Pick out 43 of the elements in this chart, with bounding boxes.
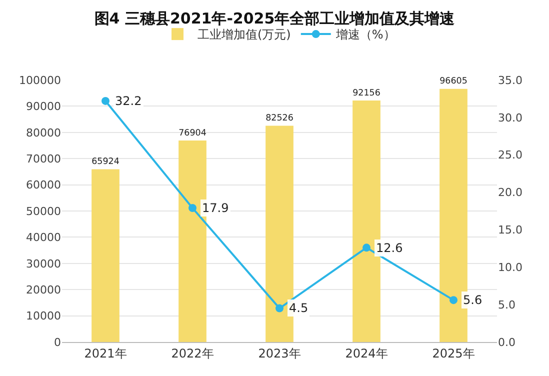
point bbox=[450, 296, 458, 304]
data-label: 5.6 bbox=[463, 293, 482, 307]
point bbox=[102, 96, 110, 105]
data-label: 82526 bbox=[266, 114, 294, 124]
legend-label: 工业增加值(万元) bbox=[198, 28, 291, 42]
data-label: 4.5 bbox=[289, 301, 308, 315]
point bbox=[362, 244, 370, 252]
y2-tick-label: 20.0 bbox=[498, 186, 522, 200]
bar bbox=[92, 169, 120, 342]
x-tick-label: 2022年 bbox=[171, 346, 214, 360]
point bbox=[276, 304, 284, 312]
y-tick-label: 80000 bbox=[26, 126, 61, 140]
y2-tick-label: 15.0 bbox=[498, 224, 522, 237]
data-label: 32.2 bbox=[115, 94, 142, 108]
y2-tick-label: 25.0 bbox=[498, 148, 522, 162]
point bbox=[188, 204, 196, 212]
x-tick-label: 2024年 bbox=[345, 346, 388, 360]
data-label: 17.9 bbox=[202, 201, 229, 215]
x-tick-label: 2021年 bbox=[84, 346, 127, 360]
y-tick-label: 90000 bbox=[26, 100, 61, 114]
y-tick-label: 50000 bbox=[26, 204, 61, 218]
data-label: 96605 bbox=[440, 76, 468, 87]
y-tick-label: 100000 bbox=[19, 74, 61, 87]
y2-tick-label: 10.0 bbox=[498, 260, 522, 274]
data-label: 12.6 bbox=[376, 241, 403, 255]
y2-tick-label: 35.0 bbox=[498, 74, 522, 87]
x-tick-label: 2023年 bbox=[258, 346, 301, 360]
data-label: 92156 bbox=[352, 88, 380, 98]
y-tick-label: 60000 bbox=[26, 178, 61, 192]
legend-label: 增速（%） bbox=[334, 28, 396, 42]
data-label: 65924 bbox=[92, 157, 120, 168]
y2-tick-label: 0.0 bbox=[498, 336, 516, 349]
chart-title: 图4 三穗县2021年-2025年全部工业增加值及其增速 bbox=[94, 10, 456, 28]
y2-tick-label: 5.0 bbox=[498, 298, 516, 312]
y-tick-label: 10000 bbox=[26, 310, 61, 323]
y-tick-label: 70000 bbox=[26, 152, 61, 166]
y-tick-label: 30000 bbox=[26, 257, 61, 270]
y2-tick-label: 30.0 bbox=[498, 111, 522, 124]
y-tick-label: 0 bbox=[54, 336, 61, 349]
y-tick-label: 40000 bbox=[26, 231, 61, 244]
data-label: 76904 bbox=[178, 128, 207, 138]
y-tick-label: 20000 bbox=[26, 283, 61, 296]
x-tick-label: 2025年 bbox=[432, 346, 475, 360]
